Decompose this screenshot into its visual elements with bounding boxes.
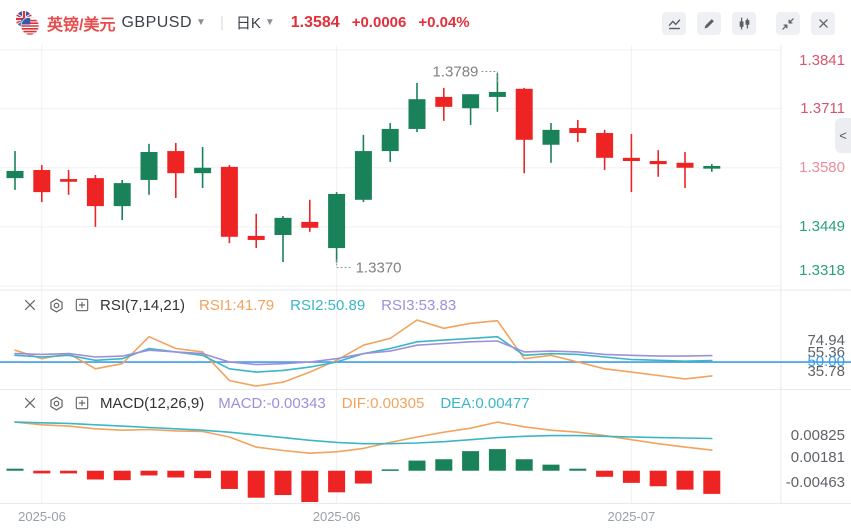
draw-tools-button[interactable] [697,12,721,35]
line-chart-style-button[interactable] [662,12,686,35]
close-chart-button[interactable] [811,12,835,35]
plus-square-icon [75,396,89,410]
macd-title: MACD(12,26,9) [100,394,205,412]
pair-symbol-selector[interactable]: GBPUSD [121,13,193,31]
rsi-level50-label: 50.00 [807,353,845,371]
price-change-percent: +0.04% [418,14,470,31]
collapse-arrows-icon [782,17,794,30]
rsi1-value: RSI1:41.79 [199,296,275,314]
rsi-add-indicator-button[interactable] [74,297,90,313]
timeframe-selector[interactable]: 日K [235,15,261,32]
gear-icon [49,297,63,313]
rsi-tick-label: 74.94 [807,332,845,349]
chevron-down-icon[interactable]: ▼ [264,17,275,28]
dea-value: DEA:0.00477 [440,394,530,412]
close-icon [24,397,36,409]
rsi2-value: RSI2:50.89 [290,296,366,314]
rsi3-value: RSI3:53.83 [381,296,457,314]
divider: | [219,14,224,31]
price-tick-label: 1.3711 [800,99,845,117]
last-price: 1.3584 [290,13,340,31]
rsi-pane-header: RSI(7,14,21) RSI1:41.79 RSI2:50.89 RSI3:… [0,292,472,318]
topbar: 英镑/美元 GBPUSD ▼ | 日K ▼ 1.3584 +0.0006 +0.… [0,0,851,45]
macd-pane-header: MACD(12,26,9) MACD:-0.00343 DIF:0.00305 … [0,391,546,415]
macd-add-indicator-button[interactable] [74,395,90,411]
macd-close-button[interactable] [22,395,38,411]
rsi-settings-button[interactable] [48,297,64,313]
chevron-left-icon: < [839,128,847,143]
close-icon [818,19,828,28]
close-icon [24,299,36,311]
candlestick-style-button[interactable] [732,12,756,35]
pair-name-cn: 英镑/美元 [47,16,116,34]
time-tick-label: 2025-07 [607,509,656,524]
price-tick-label: 1.3841 [799,52,845,69]
toolbar [651,12,835,35]
macd-tick-label: 0.00181 [790,449,845,467]
chevron-down-icon[interactable]: ▼ [196,17,206,28]
macd-tick-label: -0.00463 [785,474,845,491]
rsi-title: RSI(7,14,21) [100,296,186,314]
time-tick-label: 2025-06 [18,509,66,524]
line-chart-icon [668,19,680,30]
macd-settings-button[interactable] [48,395,64,411]
price-change: +0.0006 [351,14,407,31]
candlestick-icon [739,17,749,30]
price-tick-label: 1.3580 [799,158,845,176]
gear-icon [49,395,63,411]
rsi-tick-label: 55.36 [807,343,845,361]
plus-square-icon [75,298,89,312]
macd-value: MACD:-0.00343 [218,394,326,412]
time-tick-label: 2025-06 [312,509,361,524]
svg-text:1.3370: 1.3370 [356,260,402,277]
svg-text:1.3789: 1.3789 [433,63,479,80]
collapse-axis-tab[interactable]: < [835,118,851,153]
collapse-chart-button[interactable] [776,12,800,35]
currency-pair-flag-icon [15,10,40,35]
dif-value: DIF:0.00305 [341,394,425,412]
pencil-icon [704,18,714,29]
rsi-close-button[interactable] [22,297,38,313]
price-tick-label: 1.3449 [799,217,845,235]
rsi-tick-label: 35.78 [807,363,845,380]
price-tick-label: 1.3318 [799,262,845,279]
macd-tick-label: 0.00825 [790,427,845,444]
